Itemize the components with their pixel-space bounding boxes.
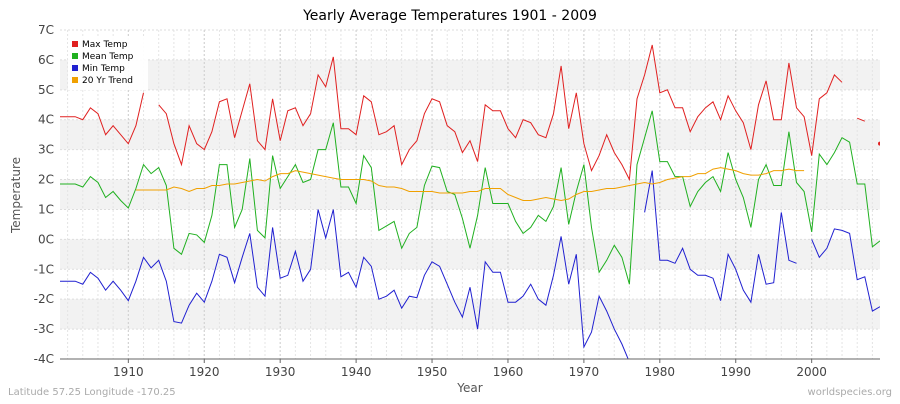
y-tick-label: 6C [38,53,54,67]
series-line [60,110,880,285]
legend-swatch [72,65,78,71]
y-tick-label: 1C [38,202,54,216]
series-line [60,92,144,145]
y-tick-label: 7C [38,23,54,37]
y-tick-label: -1C [34,262,54,276]
legend-swatch [72,77,78,83]
band [60,179,880,210]
legend-label: Max Temp [82,40,128,50]
y-axis-label: Temperature [9,157,23,234]
legend-swatch [72,41,78,47]
legend-label: Mean Temp [82,52,134,62]
series-line [811,228,880,312]
band [60,59,880,90]
plot-lines [60,44,880,359]
x-tick-label: 1960 [493,365,524,379]
y-tick-label: -3C [34,322,54,336]
legend-swatch [72,53,78,59]
series-line [135,167,805,202]
x-tick-label: 1980 [645,365,676,379]
band [60,239,880,270]
legend-label: 20 Yr Trend [82,76,133,86]
footer-left: Latitude 57.25 Longitude -170.25 [8,387,176,398]
y-tick-label: 0C [38,232,54,246]
series-point [878,141,880,146]
band [60,119,880,150]
y-tick-label: 2C [38,173,54,187]
footer-right: worldspecies.org [808,387,892,398]
series-line [60,209,629,359]
y-tick-label: 4C [38,113,54,127]
series-line [644,170,797,304]
series-line [158,44,843,182]
x-tick-label: 1920 [189,365,220,379]
chart-title: Yearly Average Temperatures 1901 - 2009 [302,8,597,24]
x-tick-label: 2000 [796,365,827,379]
y-tick-label: -4C [34,352,54,366]
x-tick-label: 1930 [265,365,296,379]
y-tick-label: 3C [38,143,54,157]
band [60,299,880,330]
plot-background [60,29,880,360]
x-tick-label: 1970 [569,365,600,379]
x-tick-label: 1990 [720,365,751,379]
x-tick-label: 1910 [113,365,144,379]
x-tick-label: 1950 [417,365,448,379]
series-line [857,117,865,122]
plot-foreground: -4C -3C -2C -1C 0C 1C 2C 3C 4C 5C 6C 7C 1910 1920 1930… [34,23,880,379]
y-tick-label: -2C [34,292,54,306]
x-axis-label: Year [456,381,482,395]
y-tick-label: 5C [38,83,54,97]
x-tick-label: 1940 [341,365,372,379]
legend-box [68,36,148,90]
legend-label: Min Temp [82,64,125,74]
